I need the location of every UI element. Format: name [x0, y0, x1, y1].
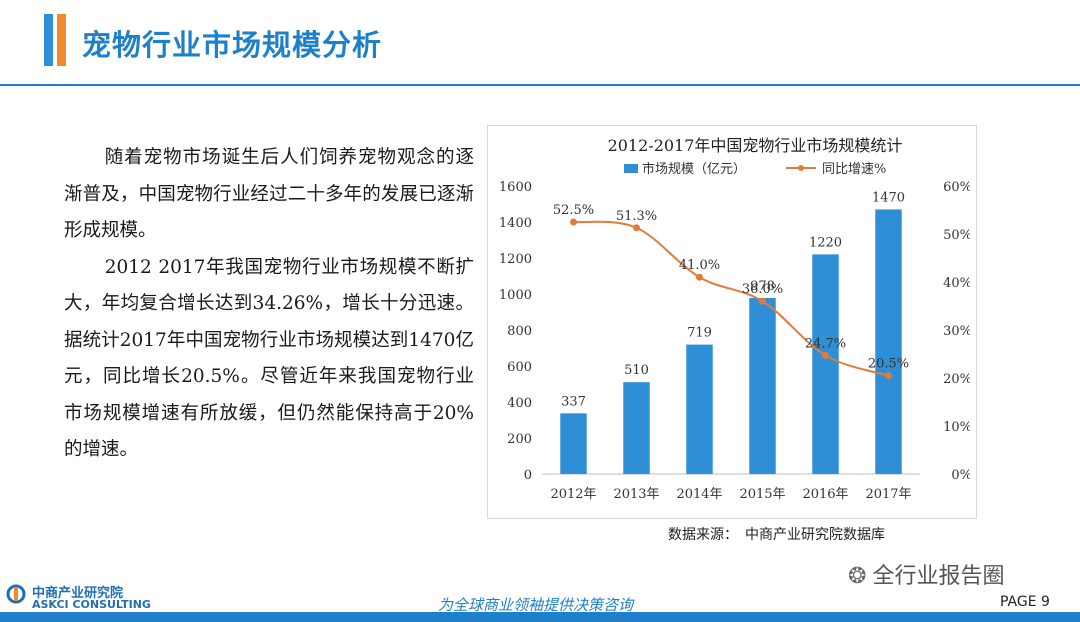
page-number: PAGE 9 [1000, 594, 1050, 610]
growth-data-label: 36.0% [742, 282, 783, 297]
y-right-tick-label: 30% [943, 324, 970, 339]
x-tick-label: 2013年 [613, 487, 659, 502]
y-right-tick-label: 40% [943, 276, 970, 291]
y-left-tick-label: 800 [507, 324, 532, 339]
growth-point-2013年 [633, 224, 640, 232]
watermark-text: 全行业报告圈 [872, 564, 1005, 589]
y-right-tick-label: 50% [943, 228, 970, 243]
bar-data-label: 719 [687, 326, 712, 341]
chart: 市场规模（亿元） 同比增速% 0 200 400 600 800 1000 1200 1400 16… [499, 161, 970, 502]
y-left-tick-label: 1600 [499, 180, 532, 195]
page-title: 宠物行业市场规模分析 [82, 28, 383, 62]
growth-point-2012年 [570, 218, 577, 226]
y-left-tick-label: 600 [507, 360, 532, 375]
x-tick-label: 2012年 [550, 487, 596, 502]
footer-slogan: 为全球商业领袖提供决策咨询 [438, 596, 634, 614]
growth-data-label: 52.5% [553, 203, 594, 218]
y-right-tick-label: 0% [951, 468, 970, 483]
growth-data-label: 20.5% [868, 357, 909, 372]
y-right-tick-label: 10% [943, 420, 970, 435]
body-text: 随着宠物市场诞生后人们饲养宠物观念的逐渐普及，中国宠物行业经过二十多年的发展已逐… [64, 140, 474, 469]
bar-2017年 [875, 209, 902, 474]
bar-data-label: 978 [750, 279, 775, 294]
bar-2015年 [749, 297, 776, 474]
y-left-tick-label: 1000 [499, 288, 532, 303]
legend-label-bar: 市场规模（亿元） [642, 161, 746, 177]
growth-data-label: 41.0% [679, 258, 720, 273]
bar-2012年 [560, 413, 587, 474]
bar-data-label: 1220 [809, 235, 842, 250]
y-left-tick-label: 1200 [499, 252, 532, 267]
growth-point-2016年 [822, 351, 829, 359]
bar-data-label: 510 [624, 363, 649, 378]
legend-swatch-bar [624, 164, 638, 173]
chart-title: 2012-2017年中国宠物行业市场规模统计 [607, 136, 903, 155]
growth-data-label: 24.7% [805, 336, 846, 351]
logo-cn: 中商产业研究院 [32, 586, 124, 601]
y-left-tick-label: 400 [507, 396, 532, 411]
header-accent-orange [57, 14, 66, 66]
growth-point-2017年 [885, 372, 892, 380]
x-tick-label: 2015年 [739, 487, 785, 502]
growth-point-2015年 [759, 297, 766, 305]
x-tick-label: 2017年 [865, 487, 911, 502]
y-right-tick-label: 20% [943, 372, 970, 387]
x-tick-label: 2014年 [676, 487, 722, 502]
body-paragraph-2: 2012 2017年我国宠物行业市场规模不断扩大，年均复合增长达到34.26%，… [64, 256, 474, 461]
bar-data-label: 1470 [872, 190, 905, 205]
header-accent-blue [44, 14, 53, 66]
bar-2014年 [686, 344, 713, 474]
logo-en: ASKCI CONSULTING [32, 598, 151, 611]
bar-2016年 [812, 254, 839, 474]
growth-rate-line [573, 220, 889, 377]
source-note: 数据来源： 中商产业研究院数据库 [668, 527, 885, 543]
legend-marker-line [798, 165, 804, 171]
y-left-tick-label: 1400 [499, 216, 532, 231]
growth-point-2014年 [696, 273, 703, 281]
y-right-tick-label: 60% [943, 180, 970, 195]
legend-label-line: 同比增速% [822, 162, 886, 177]
x-tick-label: 2016年 [802, 487, 848, 502]
watermark: ❂ 全行业报告圈 [848, 558, 1004, 590]
bar-data-label: 337 [561, 394, 586, 409]
header-divider [0, 84, 1080, 86]
y-left-tick-label: 0 [524, 468, 532, 483]
body-paragraph-1: 随着宠物市场诞生后人们饲养宠物观念的逐渐普及，中国宠物行业经过二十多年的发展已逐… [64, 147, 474, 241]
bar-2013年 [623, 382, 650, 474]
footer-bar [0, 612, 1080, 622]
wechat-icon: ❂ [848, 564, 867, 589]
logo-mark-icon [6, 584, 26, 604]
y-left-tick-label: 200 [507, 432, 532, 447]
chart-frame [487, 125, 977, 519]
growth-data-label: 51.3% [616, 209, 657, 224]
